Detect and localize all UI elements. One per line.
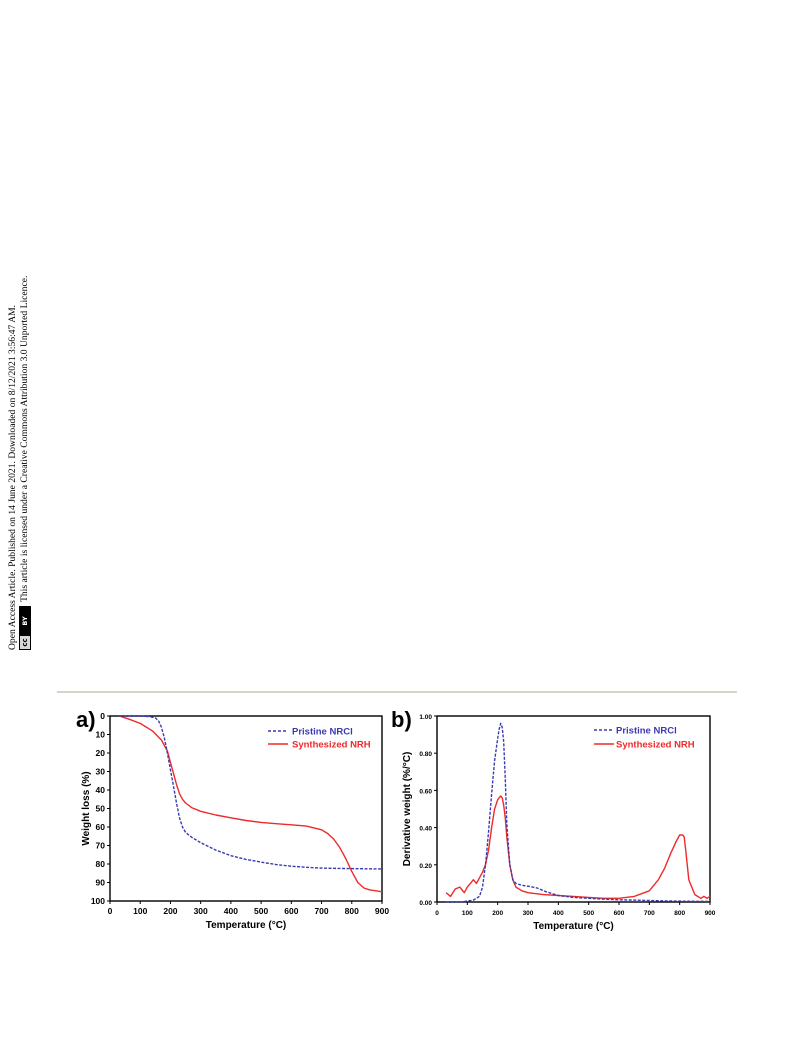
y-tick-label: 30 <box>96 767 106 777</box>
x-tick-label: 600 <box>614 910 625 917</box>
y-tick-label: 50 <box>96 804 106 814</box>
x-tick-label: 900 <box>375 906 389 916</box>
y-tick-label: 80 <box>96 859 106 869</box>
x-tick-label: 200 <box>492 910 503 917</box>
x-tick-label: 300 <box>523 910 534 917</box>
series-line-synthesized-nrh <box>445 795 711 899</box>
x-tick-label: 0 <box>108 906 113 916</box>
legend-label: Pristine NRCl <box>292 727 353 738</box>
x-tick-label: 100 <box>462 910 473 917</box>
section-divider <box>57 691 737 693</box>
y-tick-label: 0 <box>100 711 105 721</box>
legend-label: Synthesized NRH <box>292 740 371 751</box>
x-tick-label: 700 <box>644 910 655 917</box>
y-tick-label: 1.00 <box>419 714 432 721</box>
y-tick-label: 10 <box>96 730 106 740</box>
y-tick-label: 0.40 <box>419 826 432 833</box>
chart-panel-b: 0 100 200 300 400 500 600 700 800 900 0.00 0.20 0.40… <box>391 707 716 932</box>
y-tick-label: 0.00 <box>419 900 432 907</box>
x-tick-label: 300 <box>194 906 208 916</box>
y-axis-title: Weight loss (%) <box>81 771 92 845</box>
y-tick-label: 0.60 <box>419 788 432 795</box>
x-tick-label: 200 <box>163 906 177 916</box>
x-tick-label: 600 <box>284 906 298 916</box>
y-tick-label: 70 <box>96 841 106 851</box>
chart-panel-a: 0 100 200 300 400 500 600 700 800 900010203040506… <box>76 707 389 931</box>
series-line-pristine-nrcl <box>446 722 711 903</box>
x-tick-label: 500 <box>254 906 268 916</box>
y-tick-label: 90 <box>96 878 106 888</box>
y-tick-label: 20 <box>96 748 106 758</box>
x-tick-label: 0 <box>435 910 439 917</box>
x-tick-label: 800 <box>674 910 685 917</box>
y-tick-label: 0.20 <box>419 863 432 870</box>
x-tick-label: 900 <box>705 910 716 917</box>
legend-label: Pristine NRCl <box>616 726 677 737</box>
panel-label: a) <box>76 707 96 732</box>
x-tick-label: 500 <box>583 910 594 917</box>
series-line-pristine-nrcl <box>119 715 383 870</box>
y-axis-title: Derivative weight (%/°C) <box>402 752 413 867</box>
x-tick-label: 400 <box>553 910 564 917</box>
x-tick-label: 400 <box>224 906 238 916</box>
y-tick-label: 40 <box>96 785 106 795</box>
legend-label: Synthesized NRH <box>616 740 695 751</box>
y-tick-label: 100 <box>91 896 105 906</box>
panel-label: b) <box>391 707 412 732</box>
x-tick-label: 800 <box>345 906 359 916</box>
x-tick-label: 700 <box>314 906 328 916</box>
plot-frame <box>436 715 711 903</box>
x-axis-title: Temperature (°C) <box>206 920 287 931</box>
x-tick-label: 100 <box>133 906 147 916</box>
x-axis-title: Temperature (°C) <box>533 921 614 932</box>
y-tick-label: 0.80 <box>419 751 432 758</box>
y-tick-label: 60 <box>96 822 106 832</box>
